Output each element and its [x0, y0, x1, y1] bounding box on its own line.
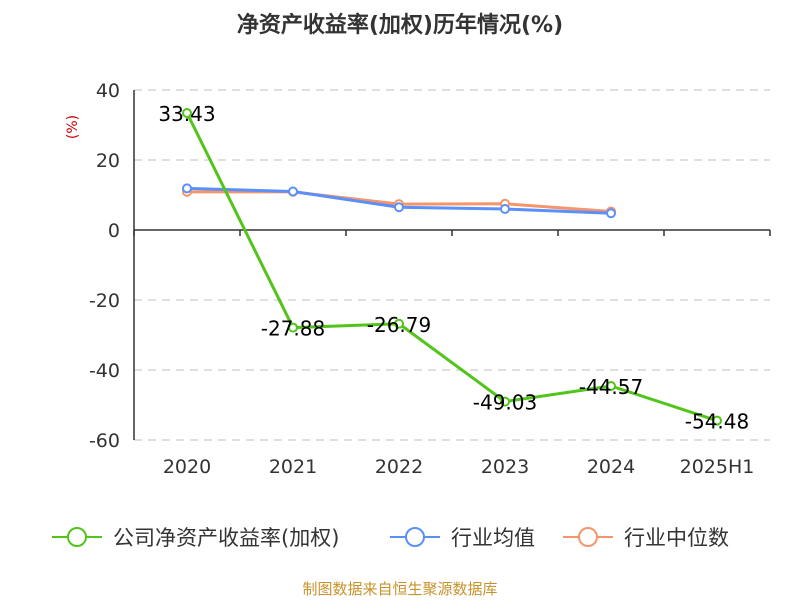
- data-point: [500, 396, 510, 407]
- x-tick-label: 2023: [481, 456, 529, 478]
- data-point: [394, 318, 404, 329]
- data-label: -44.57: [579, 375, 643, 399]
- legend: 公司净资产收益率(加权) 行业均值 行业中位数: [52, 526, 729, 550]
- legend-item: 公司净资产收益率(加权): [52, 526, 339, 550]
- y-tick-label: 0: [108, 220, 120, 242]
- legend-item: 行业中位数: [563, 526, 729, 550]
- data-point: [712, 415, 722, 426]
- data-point: [606, 380, 616, 391]
- series-1: [182, 183, 616, 219]
- legend-item: 行业均值: [390, 526, 535, 550]
- series-0: [182, 107, 722, 426]
- data-point: [500, 204, 510, 214]
- y-tick-label: 40: [96, 80, 120, 102]
- series-line: [185, 112, 718, 423]
- y-axis-unit: (%): [65, 115, 81, 139]
- data-point: [288, 186, 298, 197]
- axes: 40 20 0 -20 -40 -60 2020 2021 2022 2023 2024 2025H1: [89, 80, 771, 478]
- chart-title: 净资产收益率(加权)历年情况(%): [237, 12, 563, 38]
- legend-marker: [67, 527, 87, 547]
- y-tick-label: -40: [89, 360, 120, 382]
- data-label: -54.48: [685, 410, 749, 434]
- data-point: [288, 322, 298, 333]
- x-tick-label: 2021: [269, 456, 317, 478]
- data-point: [182, 183, 192, 194]
- data-point: [394, 202, 404, 213]
- legend-marker: [405, 527, 425, 547]
- source-note: 制图数据来自恒生聚源数据库: [302, 580, 497, 598]
- data-label: 33.43: [158, 102, 215, 126]
- y-tick-label: -60: [89, 430, 120, 452]
- x-tick-label: 2020: [163, 456, 211, 478]
- y-tick-label: -20: [89, 290, 120, 312]
- data-labels: 33.43 -27.88 -26.79 -49.03 -44.57 -54.48: [158, 102, 749, 434]
- gridlines: [134, 89, 770, 441]
- data-point: [182, 107, 192, 118]
- x-tick-label: 2024: [587, 456, 635, 478]
- legend-label: 行业中位数: [624, 526, 729, 550]
- data-label: -26.79: [367, 313, 431, 337]
- legend-label: 公司净资产收益率(加权): [113, 526, 339, 550]
- data-point: [606, 208, 616, 219]
- x-tick-label: 2025H1: [680, 456, 755, 478]
- legend-marker: [578, 527, 598, 547]
- x-tick-label: 2022: [375, 456, 423, 478]
- series: [182, 107, 722, 426]
- legend-label: 行业均值: [451, 526, 535, 550]
- data-label: -49.03: [473, 391, 537, 415]
- y-tick-label: 20: [96, 150, 120, 172]
- data-label: -27.88: [261, 317, 325, 341]
